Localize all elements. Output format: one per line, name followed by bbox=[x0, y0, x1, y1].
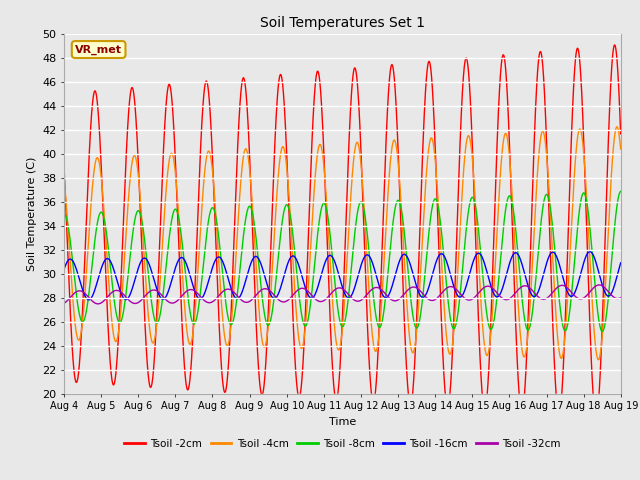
Line: Tsoil -8cm: Tsoil -8cm bbox=[64, 192, 621, 332]
Tsoil -4cm bbox=[179, 284, 187, 290]
Tsoil -16cm bbox=[216, 254, 223, 260]
Tsoil -16cm bbox=[60, 266, 68, 272]
Line: Tsoil -16cm: Tsoil -16cm bbox=[64, 252, 621, 300]
Tsoil -32cm bbox=[564, 286, 572, 291]
Tsoil -16cm bbox=[180, 256, 188, 262]
Line: Tsoil -4cm: Tsoil -4cm bbox=[64, 127, 621, 360]
Tsoil -4cm bbox=[613, 124, 621, 130]
Tsoil -4cm bbox=[617, 146, 625, 152]
Text: VR_met: VR_met bbox=[75, 44, 122, 55]
Y-axis label: Soil Temperature (C): Soil Temperature (C) bbox=[26, 156, 36, 271]
Tsoil -32cm bbox=[617, 295, 625, 300]
Tsoil -16cm bbox=[586, 249, 594, 254]
Tsoil -32cm bbox=[94, 301, 102, 307]
Tsoil -16cm bbox=[406, 262, 414, 268]
Tsoil -8cm bbox=[598, 329, 606, 335]
Tsoil -8cm bbox=[179, 250, 187, 256]
Tsoil -16cm bbox=[564, 290, 572, 296]
Legend: Tsoil -2cm, Tsoil -4cm, Tsoil -8cm, Tsoil -16cm, Tsoil -32cm: Tsoil -2cm, Tsoil -4cm, Tsoil -8cm, Tsoi… bbox=[120, 435, 564, 453]
Tsoil -8cm bbox=[616, 189, 624, 194]
Tsoil -4cm bbox=[406, 340, 414, 346]
Tsoil -2cm bbox=[406, 402, 414, 408]
Tsoil -4cm bbox=[595, 357, 602, 362]
Tsoil -8cm bbox=[60, 211, 68, 216]
Tsoil -8cm bbox=[397, 203, 404, 209]
Tsoil -2cm bbox=[397, 213, 404, 219]
Tsoil -32cm bbox=[595, 282, 603, 288]
Tsoil -2cm bbox=[592, 414, 600, 420]
Tsoil -32cm bbox=[617, 295, 625, 300]
Tsoil -2cm bbox=[564, 244, 572, 250]
Tsoil -8cm bbox=[406, 291, 414, 297]
Tsoil -2cm bbox=[216, 328, 223, 334]
Line: Tsoil -32cm: Tsoil -32cm bbox=[64, 285, 621, 304]
Tsoil -4cm bbox=[216, 270, 223, 276]
Tsoil -2cm bbox=[617, 131, 625, 137]
Tsoil -16cm bbox=[85, 297, 93, 303]
Tsoil -2cm bbox=[611, 42, 618, 48]
Tsoil -4cm bbox=[60, 175, 68, 181]
Tsoil -16cm bbox=[397, 255, 404, 261]
Tsoil -16cm bbox=[617, 261, 625, 266]
Tsoil -32cm bbox=[397, 295, 404, 300]
Tsoil -8cm bbox=[564, 321, 572, 327]
Tsoil -16cm bbox=[617, 260, 625, 266]
Tsoil -32cm bbox=[406, 285, 414, 291]
Tsoil -32cm bbox=[60, 300, 68, 306]
Tsoil -4cm bbox=[617, 144, 625, 150]
Tsoil -32cm bbox=[216, 292, 223, 298]
X-axis label: Time: Time bbox=[329, 417, 356, 427]
Tsoil -8cm bbox=[617, 189, 625, 194]
Tsoil -4cm bbox=[397, 192, 404, 198]
Tsoil -4cm bbox=[564, 293, 572, 299]
Tsoil -8cm bbox=[216, 240, 223, 246]
Tsoil -2cm bbox=[179, 345, 187, 350]
Tsoil -2cm bbox=[60, 163, 68, 168]
Title: Soil Temperatures Set 1: Soil Temperatures Set 1 bbox=[260, 16, 425, 30]
Tsoil -2cm bbox=[617, 127, 625, 132]
Line: Tsoil -2cm: Tsoil -2cm bbox=[64, 45, 621, 417]
Tsoil -32cm bbox=[180, 291, 188, 297]
